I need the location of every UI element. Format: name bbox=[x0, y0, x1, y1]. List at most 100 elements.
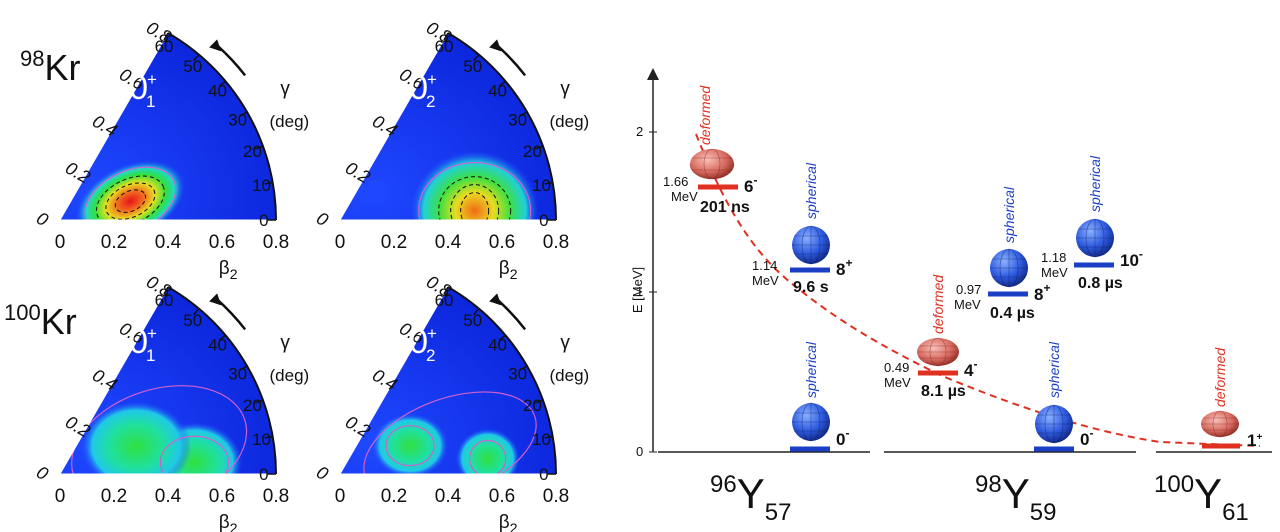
tick-label-1: 1 bbox=[636, 284, 643, 299]
level-spin-4: 4- bbox=[964, 357, 977, 380]
gamma-tick-label: 0 bbox=[539, 465, 548, 484]
gamma-unit-label: (deg) bbox=[270, 112, 310, 131]
kr100-label: 100Kr bbox=[4, 300, 77, 342]
contour-line bbox=[469, 439, 507, 474]
beta-tick-label: 0 bbox=[55, 232, 66, 253]
gamma-tick-label: 40 bbox=[208, 336, 227, 355]
gamma-axis-label: γ bbox=[560, 79, 570, 100]
density-blob bbox=[372, 413, 449, 474]
contour-line bbox=[95, 175, 165, 221]
gamma-tick-label: 30 bbox=[228, 364, 247, 383]
gamma-axis-label: γ bbox=[280, 79, 290, 100]
level-spin-5: 8+ bbox=[1034, 281, 1050, 304]
gamma-tick-label: 10 bbox=[252, 430, 271, 449]
beta-tick-label: 0.8 bbox=[263, 486, 289, 507]
gamma-unit-label: (deg) bbox=[550, 112, 590, 131]
level-energy-6: 1.18 MeV bbox=[1041, 250, 1068, 280]
beta-tick-label: 0.4 bbox=[435, 486, 462, 507]
beta-tick-label: 0.2 bbox=[101, 486, 127, 507]
beta-tick-label: 0 bbox=[335, 486, 346, 507]
contour-line bbox=[105, 182, 156, 220]
radial-tick-label: 0 bbox=[33, 208, 52, 230]
gamma-tick-label: 40 bbox=[488, 336, 507, 355]
radial-tick-label: 0 bbox=[313, 462, 332, 484]
gamma-tick-label: 60 bbox=[155, 37, 174, 56]
beta-tick-label: 0.2 bbox=[101, 232, 127, 253]
beta-tick-label: 0.4 bbox=[155, 232, 182, 253]
gamma-tick-label: 30 bbox=[228, 110, 247, 129]
ellipsoid-icon bbox=[1201, 410, 1239, 438]
gamma-unit-label: (deg) bbox=[270, 366, 310, 385]
beta-tick-label: 0.6 bbox=[489, 232, 515, 253]
ellipsoid-icon bbox=[689, 148, 735, 180]
state-label: 0+ 2 bbox=[409, 69, 437, 111]
beta-axis-label: β2 bbox=[499, 258, 518, 282]
shape-tag-2: spherical bbox=[803, 162, 819, 219]
gamma-tick-label: 20 bbox=[523, 142, 542, 161]
contour-line bbox=[71, 385, 248, 474]
gamma-arrow bbox=[496, 298, 527, 331]
gamma-tick-label: 0 bbox=[259, 211, 268, 230]
sphere-icon bbox=[1035, 404, 1073, 444]
beta-tick-label: 0.6 bbox=[489, 486, 515, 507]
sphere-icon bbox=[792, 225, 830, 265]
radial-tick-label: 0 bbox=[313, 208, 332, 230]
gamma-tick-label: 20 bbox=[523, 396, 542, 415]
gamma-arrow bbox=[216, 44, 247, 77]
gamma-tick-label: 10 bbox=[252, 176, 271, 195]
gamma-tick-label: 20 bbox=[243, 142, 262, 161]
state-label: 0+ 1 bbox=[129, 69, 157, 111]
contour-line bbox=[450, 184, 500, 221]
gamma-tick-label: 40 bbox=[208, 82, 227, 101]
level-energy-5: 0.97 MeV bbox=[954, 282, 981, 312]
beta-tick-label: 0.8 bbox=[543, 486, 569, 507]
level-spin-8: 1+ bbox=[1247, 431, 1262, 450]
gamma-tick-label: 10 bbox=[532, 176, 551, 195]
level-lifetime-6: 0.8 µs bbox=[1078, 275, 1123, 292]
level-energy-1: 1.66 MeV bbox=[663, 174, 698, 204]
tick-label-0: 0 bbox=[636, 444, 643, 459]
tick-label-2: 2 bbox=[636, 124, 643, 139]
radial-tick-label: 0 bbox=[33, 462, 52, 484]
gamma-axis-label: γ bbox=[280, 333, 290, 354]
shape-tag-6: spherical bbox=[1087, 155, 1103, 212]
level-spin-7: 0- bbox=[1080, 426, 1093, 449]
gamma-tick-label: 60 bbox=[155, 291, 174, 310]
density-blob bbox=[75, 160, 186, 221]
beta-tick-label: 0.8 bbox=[543, 232, 569, 253]
contour-line bbox=[385, 425, 435, 467]
contour-line bbox=[114, 189, 147, 213]
level-spin-6: 10- bbox=[1120, 247, 1143, 270]
beta-tick-label: 0.6 bbox=[209, 486, 235, 507]
energy-axis-label: E [MeV] bbox=[630, 267, 645, 313]
gamma-tick-label: 50 bbox=[463, 57, 482, 76]
beta-tick-label: 0.8 bbox=[263, 232, 289, 253]
sphere-icon bbox=[1076, 218, 1114, 258]
ellipsoid-icon bbox=[917, 337, 959, 367]
contour-line bbox=[84, 166, 177, 221]
gamma-tick-label: 40 bbox=[488, 82, 507, 101]
gamma-tick-label: 60 bbox=[435, 291, 454, 310]
level-energy-2: 1.14 MeV bbox=[752, 258, 779, 288]
density-blob bbox=[81, 401, 192, 474]
level-lifetime-2: 9.6 s bbox=[793, 279, 829, 296]
contour-line bbox=[159, 435, 230, 474]
beta-tick-label: 0.6 bbox=[209, 232, 235, 253]
density-blob bbox=[455, 428, 520, 474]
gamma-arrow bbox=[216, 298, 247, 331]
beta-axis-label: β2 bbox=[219, 512, 238, 532]
gamma-tick-label: 50 bbox=[183, 57, 202, 76]
shape-tag-4: deformed bbox=[930, 274, 946, 334]
gamma-tick-label: 60 bbox=[435, 37, 454, 56]
beta-tick-label: 0.2 bbox=[381, 486, 407, 507]
gamma-tick-label: 20 bbox=[243, 396, 262, 415]
contour-line bbox=[363, 391, 537, 474]
shape-tag-1: deformed bbox=[697, 85, 713, 145]
sphere-icon bbox=[990, 248, 1028, 288]
energy-axis-arrow bbox=[647, 68, 659, 80]
